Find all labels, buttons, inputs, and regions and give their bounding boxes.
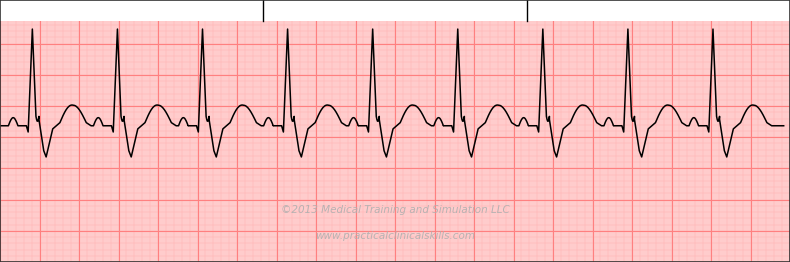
- Text: www.practicalclinicalskills.com: www.practicalclinicalskills.com: [315, 231, 475, 241]
- Text: ©2013 Medical Training and Simulation LLC: ©2013 Medical Training and Simulation LL…: [280, 205, 510, 215]
- Bar: [0, 0, 790, 21]
